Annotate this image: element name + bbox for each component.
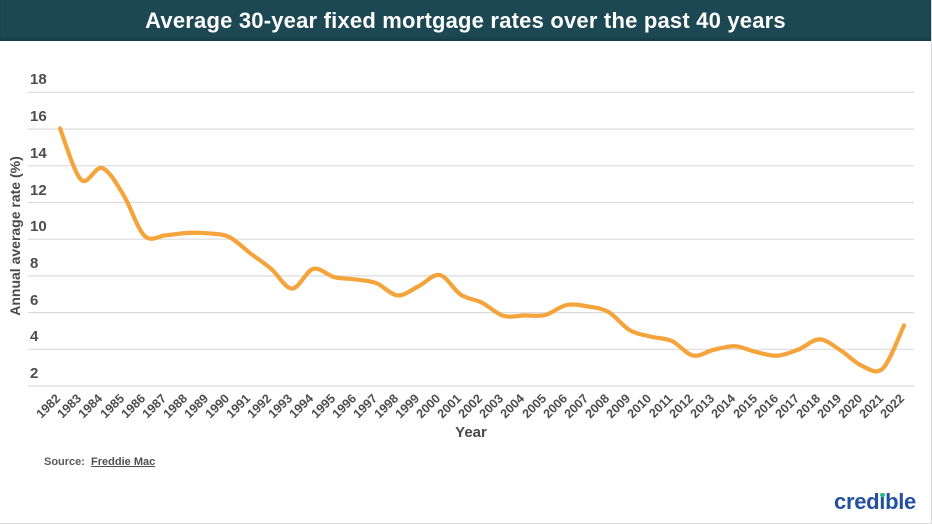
- source-note: Source: Freddie Mac: [44, 456, 155, 468]
- logo-text-post: ble: [885, 489, 916, 514]
- chart-title-bar: Average 30-year fixed mortgage rates ove…: [0, 0, 931, 41]
- y-tick-label: 14: [30, 144, 47, 162]
- logo-letter-i: ı: [879, 489, 886, 514]
- y-tick-label: 8: [30, 254, 39, 272]
- y-tick-label: 18: [30, 71, 47, 89]
- y-axis-title: Annual average rate (%): [7, 156, 23, 316]
- y-tick-label: 10: [30, 218, 47, 236]
- credible-logo: credı ble: [834, 490, 916, 514]
- y-tick-label: 2: [30, 365, 39, 382]
- x-axis-title: Year: [455, 424, 487, 441]
- freddie-mac-link[interactable]: Freddie Mac: [91, 456, 156, 468]
- y-tick-label: 12: [30, 181, 47, 199]
- x-tick-label: 2022: [877, 391, 908, 421]
- y-tick-label: 4: [30, 328, 39, 346]
- logo-i-dot-icon: [880, 492, 885, 497]
- logo-text-pre: cred: [834, 489, 880, 514]
- y-tick-label: 16: [30, 108, 47, 126]
- chart-title: Average 30-year fixed mortgage rates ove…: [145, 7, 786, 33]
- source-label: Source:: [44, 456, 85, 468]
- y-tick-label: 6: [30, 291, 39, 309]
